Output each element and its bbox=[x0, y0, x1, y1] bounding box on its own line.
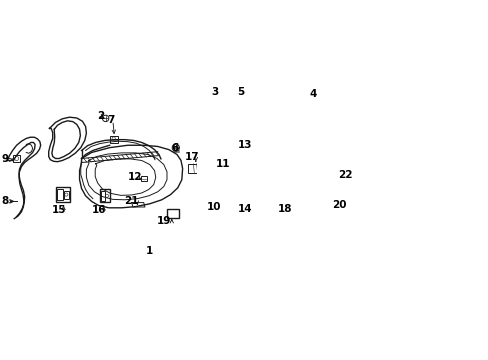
Text: 6: 6 bbox=[171, 143, 178, 153]
Text: 22: 22 bbox=[338, 170, 352, 180]
Text: 20: 20 bbox=[331, 201, 346, 210]
Text: 7: 7 bbox=[106, 114, 114, 125]
Text: 17: 17 bbox=[184, 152, 199, 162]
Text: 15: 15 bbox=[52, 205, 66, 215]
Text: 9: 9 bbox=[2, 154, 9, 164]
Text: 12: 12 bbox=[127, 172, 142, 182]
Text: 3: 3 bbox=[211, 87, 218, 97]
Text: 4: 4 bbox=[309, 89, 316, 99]
Text: 19: 19 bbox=[156, 216, 171, 226]
Text: 16: 16 bbox=[92, 205, 106, 215]
Text: 8: 8 bbox=[2, 197, 9, 206]
Text: 10: 10 bbox=[206, 202, 221, 212]
Text: 21: 21 bbox=[124, 195, 139, 206]
Text: 18: 18 bbox=[278, 204, 292, 215]
Text: 11: 11 bbox=[215, 159, 230, 169]
Text: 13: 13 bbox=[238, 140, 252, 150]
Text: 14: 14 bbox=[237, 204, 252, 215]
Text: 5: 5 bbox=[237, 86, 244, 96]
Text: 1: 1 bbox=[145, 246, 152, 256]
Text: 2: 2 bbox=[97, 111, 104, 121]
